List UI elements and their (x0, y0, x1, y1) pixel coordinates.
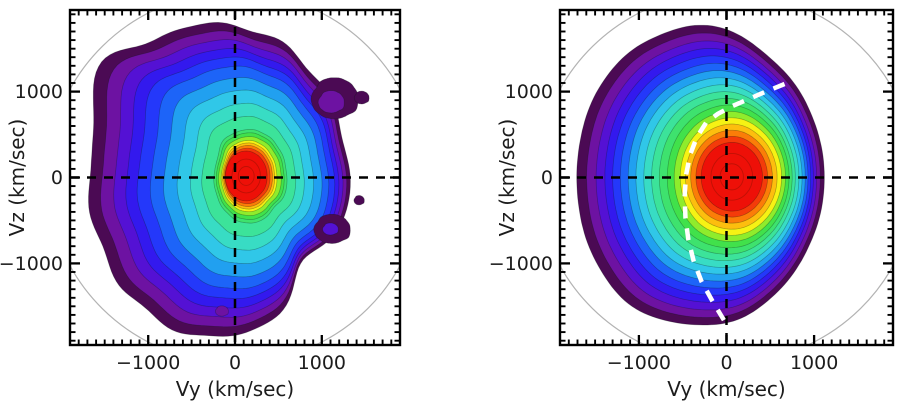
core-contour-ring (231, 158, 261, 194)
x-tick-label: 1000 (298, 352, 346, 374)
y-axis-title: Vz (km/sec) (495, 119, 519, 237)
y-axis-title: Vz (km/sec) (5, 119, 29, 237)
contour-blob (353, 90, 370, 105)
y-tick-label: −1000 (0, 253, 63, 275)
left-velocity-contour-plot-area (70, 10, 400, 345)
x-tick-label: −1000 (607, 352, 671, 374)
core-contour-ring (237, 166, 255, 186)
x-axis-title: Vy (km/sec) (176, 377, 294, 401)
white-dashed-boundary-curve (682, 66, 817, 322)
x-tick-label: −1000 (116, 352, 180, 374)
y-tick-label: 1000 (505, 81, 553, 103)
contour-blob (215, 305, 229, 317)
contour-blob (322, 222, 339, 236)
axes (68, 8, 402, 347)
x-axis-title: Vy (km/sec) (667, 377, 785, 401)
contour-blob (317, 90, 345, 114)
y-tick-label: 0 (51, 167, 63, 189)
y-tick-label: 1000 (15, 81, 63, 103)
axes (558, 8, 895, 347)
axis-ticks (70, 10, 400, 345)
x-tick-label: 0 (229, 352, 241, 374)
x-tick-label: 0 (720, 352, 732, 374)
x-tick-label: 1000 (790, 352, 838, 374)
y-tick-label: −1000 (489, 253, 553, 275)
right-velocity-contour-plot-area (560, 10, 893, 345)
y-tick-label: 0 (541, 167, 553, 189)
axis-ticks (560, 10, 893, 345)
contour-blob (353, 195, 365, 206)
